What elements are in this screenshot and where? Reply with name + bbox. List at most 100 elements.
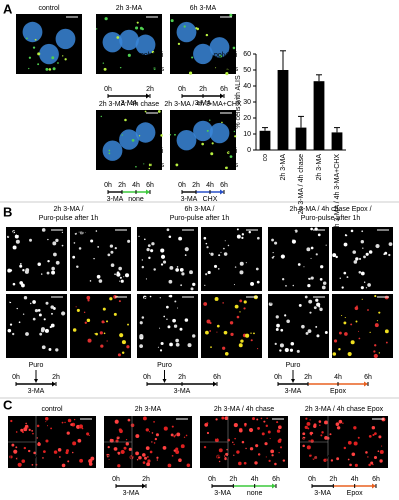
dot bbox=[57, 62, 59, 64]
dot bbox=[83, 311, 86, 314]
dot bbox=[9, 323, 13, 326]
dot bbox=[236, 228, 239, 231]
arrowhead bbox=[34, 379, 38, 383]
timeline-tick-label: 0h bbox=[308, 476, 316, 483]
dot bbox=[282, 459, 286, 462]
dot bbox=[280, 254, 285, 259]
dot bbox=[317, 335, 319, 337]
micrograph bbox=[332, 294, 393, 358]
dot bbox=[183, 25, 186, 28]
channel-label: mCherry bbox=[106, 454, 133, 461]
dot bbox=[325, 244, 327, 246]
dot bbox=[21, 283, 25, 288]
dot bbox=[173, 449, 176, 452]
dot bbox=[117, 353, 121, 357]
dot bbox=[51, 266, 55, 271]
dot bbox=[65, 449, 69, 453]
dot bbox=[174, 300, 177, 303]
dot bbox=[279, 343, 284, 348]
dot bbox=[301, 324, 305, 329]
dot bbox=[267, 430, 271, 434]
dot bbox=[357, 436, 360, 439]
dot bbox=[201, 142, 204, 146]
dot bbox=[15, 239, 20, 244]
arrowhead bbox=[272, 483, 276, 489]
arrowhead bbox=[213, 381, 217, 387]
dot bbox=[55, 348, 59, 352]
dot bbox=[374, 344, 377, 347]
dot bbox=[160, 254, 166, 259]
dot bbox=[265, 424, 269, 428]
dot bbox=[336, 457, 340, 461]
dot bbox=[116, 36, 120, 39]
timeline-label: 3-MA bbox=[285, 388, 302, 395]
dot bbox=[205, 273, 208, 276]
dot bbox=[108, 458, 110, 460]
dot bbox=[109, 297, 113, 301]
dot bbox=[216, 454, 221, 459]
dot bbox=[135, 434, 140, 439]
dot bbox=[153, 67, 156, 70]
timeline-tick-label: 0h bbox=[143, 374, 151, 381]
dot bbox=[181, 272, 185, 276]
dot bbox=[162, 260, 167, 264]
dot bbox=[256, 280, 260, 284]
dot bbox=[66, 431, 70, 435]
dot bbox=[206, 431, 210, 435]
dot bbox=[233, 443, 235, 446]
dot bbox=[360, 240, 364, 244]
dot bbox=[229, 155, 233, 159]
dot bbox=[229, 13, 233, 17]
dot bbox=[236, 234, 241, 239]
x-tick-label: 2h 3-MA / 4h chase bbox=[298, 154, 305, 214]
dot bbox=[114, 273, 116, 276]
dot bbox=[214, 438, 219, 443]
dot bbox=[45, 439, 49, 443]
dot bbox=[28, 428, 31, 431]
dot bbox=[116, 436, 120, 440]
dot bbox=[280, 328, 284, 332]
dot bbox=[355, 257, 359, 261]
dot bbox=[95, 230, 98, 232]
nucleus-blob bbox=[119, 129, 139, 150]
y-tick-label: 30 bbox=[243, 99, 251, 106]
dot bbox=[238, 428, 243, 433]
dot bbox=[61, 463, 66, 468]
dot bbox=[42, 457, 44, 459]
panel-label: A bbox=[3, 1, 13, 16]
timeline-tick-label: 2h bbox=[192, 182, 200, 189]
dot bbox=[55, 238, 59, 243]
dot bbox=[257, 348, 259, 350]
dot bbox=[277, 439, 282, 443]
dot bbox=[360, 286, 364, 290]
dot bbox=[166, 318, 168, 320]
dot bbox=[139, 26, 143, 30]
timeline-label: 3-MA bbox=[214, 490, 231, 497]
dot bbox=[127, 323, 129, 326]
nucleus-blob bbox=[102, 140, 123, 161]
timeline-tick-label: 4h bbox=[334, 374, 342, 381]
dot bbox=[120, 449, 125, 455]
dot bbox=[23, 446, 27, 450]
arrowhead bbox=[146, 189, 150, 195]
dot bbox=[113, 447, 118, 451]
dot bbox=[351, 452, 356, 457]
dot bbox=[218, 254, 221, 257]
dot bbox=[353, 426, 357, 430]
dot bbox=[146, 456, 149, 458]
dot bbox=[113, 312, 117, 316]
dot bbox=[298, 303, 302, 307]
dot bbox=[55, 260, 60, 265]
dot bbox=[309, 311, 312, 314]
dot bbox=[168, 279, 173, 284]
dot bbox=[117, 451, 121, 455]
dot bbox=[222, 302, 224, 304]
dot bbox=[356, 305, 358, 307]
dot bbox=[319, 424, 321, 427]
dot bbox=[101, 320, 105, 324]
dot bbox=[84, 321, 87, 324]
dot bbox=[312, 458, 315, 460]
dot bbox=[309, 419, 311, 421]
dot bbox=[233, 423, 238, 428]
dot bbox=[33, 451, 36, 455]
